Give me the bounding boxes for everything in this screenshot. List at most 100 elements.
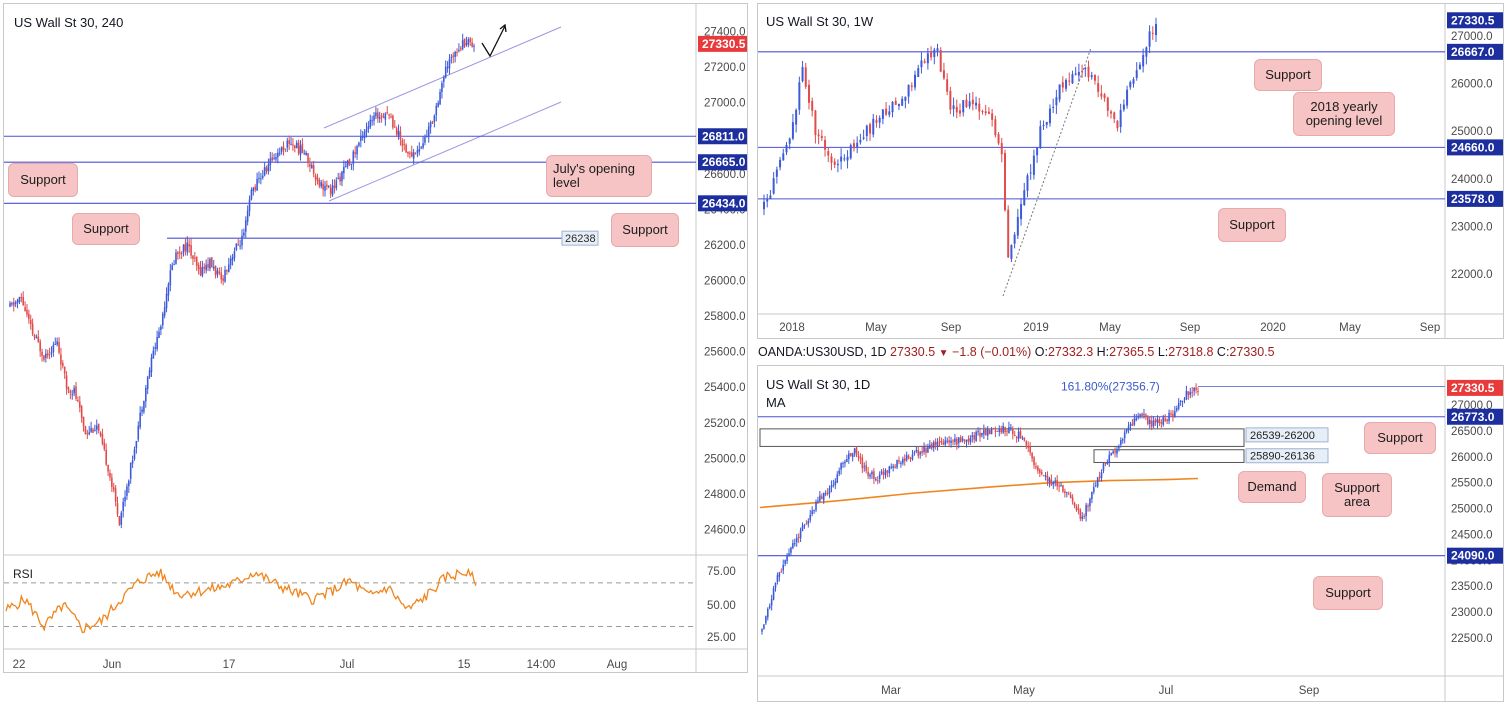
h4-candle [205,264,207,271]
h4-candle [244,220,247,232]
daily-candle [944,440,947,445]
h4-candle [327,186,330,188]
h4-ytick-label: 27000.0 [704,98,746,110]
daily-candle [946,440,949,442]
h4-level-tag-26434: 26434.0 [702,196,746,210]
h4-xtick-label: 22 [13,659,26,671]
daily-candle [875,478,877,480]
daily-ohlc-header: OANDA:US30USD, 1D 27330.5 ▼ −1.8 (−0.01%… [758,345,1275,359]
daily-candle [979,432,981,437]
h4-candle [407,151,409,154]
daily-candle [1013,434,1016,436]
daily-chart-canvas[interactable]: 27000.026500.026000.025500.025000.024500… [758,366,1504,702]
daily-candle [1050,479,1053,486]
weekly-chart-canvas[interactable]: 27000.0 26000.0 25000.0 24000.0 23000.0 22000… [758,4,1504,339]
daily-zone-tag-1: 26539-26200 [1250,430,1315,442]
daily-candle [780,571,783,573]
h4-candle [78,401,81,408]
h4-ytick-label: 26600.0 [704,169,746,181]
h4-candle [35,337,38,339]
h4-candle [256,178,258,191]
h4-candle [152,350,155,359]
low-label: L: [1157,345,1169,359]
h4-candle [184,243,187,251]
h4-candle [292,144,294,146]
daily-candle [952,440,954,442]
down-triangle-icon: ▼ [938,348,949,359]
h4-candle [26,309,28,315]
daily-candle [1037,466,1039,471]
daily-ytick-label: 25000.0 [1451,504,1493,516]
h4-candle [122,501,124,512]
daily-candle [1150,420,1153,427]
weekly-candle [833,161,836,165]
h4-candle [303,153,306,155]
weekly-candle [788,138,791,144]
weekly-candle [859,139,862,143]
weekly-candle [785,144,788,153]
daily-candle [1133,418,1136,425]
h4-level-tag-26434-bg [698,195,747,212]
daily-candle [905,455,908,461]
weekly-candle [1142,55,1145,67]
daily-candle [1044,475,1047,477]
weekly-candle [955,106,958,113]
daily-candle [878,474,881,480]
h4-candle [412,152,415,159]
weekly-candle [791,122,794,139]
h4-candle [160,326,162,330]
daily-candle [855,447,858,456]
h4-candle [365,129,368,133]
h4-candle [239,245,241,247]
h4-candle [82,416,85,427]
daily-candle [1023,437,1026,441]
h4-candle [178,252,181,254]
h4-candle [271,157,273,161]
daily-candle [1002,425,1004,433]
weekly-candle [836,163,839,165]
daily-candle [1102,463,1105,471]
weekly-candle [1116,120,1119,129]
daily-candle [799,530,802,539]
daily-candle [851,453,854,458]
weekly-candle [779,159,782,168]
weekly-ytick-label: 22000.0 [1451,269,1493,281]
h4-candle [177,252,179,254]
h4-xtick-label: 15 [458,659,471,671]
daily-candle [857,456,860,458]
weekly-candle [775,169,778,177]
weekly-candle [1119,109,1122,128]
daily-candle [934,441,937,446]
daily-ytick-label: 22500.0 [1451,633,1493,645]
h4-candle [195,256,198,266]
h4-candle [128,480,130,487]
h4-candle [227,264,230,272]
h4-candle [459,48,462,50]
weekly-candle [1048,108,1051,124]
h4-ytick-label: 24800.0 [704,489,746,501]
h4-candle [297,142,300,154]
daily-xtick-label: May [1013,685,1035,697]
daily-candle [774,582,777,588]
weekly-candle [1110,111,1113,114]
daily-candle [961,438,964,441]
h4-level-tag-26811-bg [698,128,747,145]
daily-candle [954,438,956,442]
h4-candle [456,52,458,54]
weekly-candle [820,136,823,139]
weekly-ytick-label: 24000.0 [1451,174,1493,186]
h4-candle [116,503,119,515]
daily-candle [815,501,817,511]
h4-candle [435,105,438,116]
daily-candle [880,471,883,474]
weekly-candle [926,53,929,64]
h4-candle [335,180,338,189]
h4-candle [375,112,377,117]
daily-candle [890,466,893,468]
weekly-candle [1106,97,1109,111]
daily-ma-label: MA [766,395,786,410]
daily-candle [969,437,972,443]
weekly-last-price-tag-bg [1447,12,1503,29]
daily-candle [788,553,790,556]
h4-chart-canvas[interactable]: 27400.027200.027000.026800.026600.026400… [4,4,748,673]
